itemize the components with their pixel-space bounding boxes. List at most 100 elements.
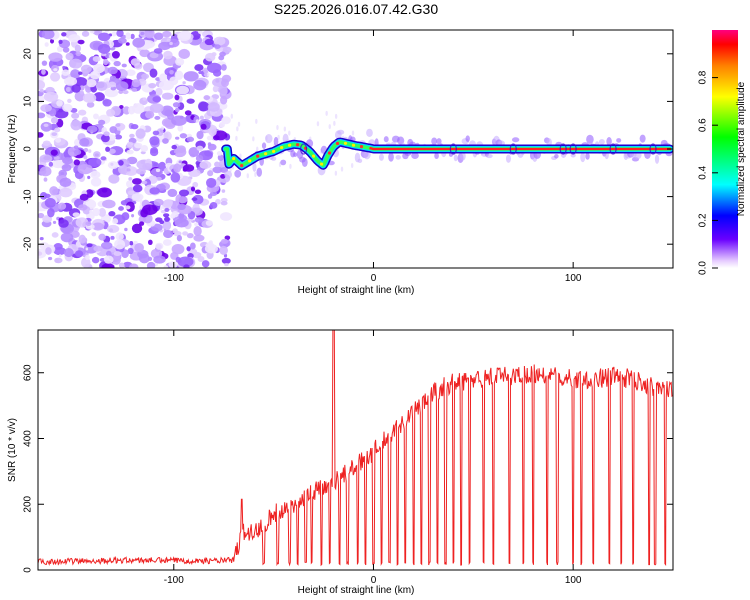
noise-blob: [60, 172, 65, 176]
noise-blob: [41, 69, 46, 75]
noise-blob: [64, 76, 78, 86]
noise-blob: [121, 212, 130, 221]
noise-blob: [102, 99, 112, 107]
noise-blob: [98, 207, 107, 217]
noise-blob: [177, 196, 188, 204]
noise-blob: [61, 32, 67, 37]
noise-blob: [38, 212, 45, 219]
noise-blob: [75, 51, 82, 57]
noise-blob: [194, 222, 199, 227]
noise-blob: [174, 218, 189, 228]
noise-blob: [177, 31, 191, 42]
noise-blob: [116, 30, 124, 38]
ridge-halo: [293, 152, 298, 157]
noise-blob: [168, 261, 178, 268]
colorbar-gradient: [712, 30, 738, 268]
noise-blob: [60, 232, 74, 243]
noise-blob: [178, 160, 183, 164]
noise-blob: [110, 235, 115, 240]
noise-blob: [81, 30, 90, 37]
ridge-halo: [234, 169, 242, 178]
noise-blob: [134, 142, 143, 149]
noise-blob: [131, 213, 135, 218]
noise-blob: [142, 40, 155, 49]
noise-blob: [102, 199, 116, 209]
noise-blob: [163, 216, 170, 222]
noise-blob: [97, 32, 111, 42]
noise-blob: [170, 213, 176, 219]
noise-blob: [203, 72, 208, 77]
noise-blob: [159, 220, 165, 225]
noise-blob: [220, 238, 229, 244]
noise-blob: [62, 157, 73, 165]
noise-blob: [172, 102, 181, 108]
faint-blob: [235, 135, 238, 141]
noise-blob: [153, 162, 158, 167]
noise-blob: [109, 126, 117, 134]
noise-blob: [85, 85, 92, 93]
noise-blob: [71, 112, 80, 119]
ridge-halo: [224, 170, 233, 179]
noise-blob: [79, 193, 89, 201]
ridge-halo: [261, 142, 267, 150]
noise-blob: [75, 250, 84, 258]
ridge-halo: [357, 158, 363, 164]
noise-blob: [220, 64, 227, 71]
noise-blob: [103, 58, 109, 66]
noise-blob: [144, 110, 155, 119]
colorbar-tick-label: 0.0: [698, 261, 709, 275]
noise-blob: [78, 109, 87, 116]
spectrogram-xtick-label: 0: [371, 273, 377, 284]
noise-blob: [135, 168, 146, 175]
faint-blob: [289, 163, 292, 169]
ridge-halo: [379, 153, 384, 161]
noise-blob: [77, 39, 85, 45]
noise-blob: [111, 31, 117, 37]
noise-blob: [147, 239, 153, 246]
noise-blob: [98, 233, 106, 241]
noise-blob: [207, 142, 212, 147]
noise-blob: [104, 88, 119, 98]
ridge-halo: [411, 152, 419, 160]
noise-blob: [93, 245, 103, 252]
noise-blob: [47, 207, 55, 218]
ridge-halo: [586, 134, 594, 144]
noise-blob: [129, 241, 134, 246]
ridge-halo: [434, 152, 439, 160]
noise-blob: [164, 207, 170, 213]
ridge-halo: [397, 136, 405, 145]
ridge-node: [569, 143, 577, 155]
noise-blob: [149, 68, 158, 78]
ridge-halo: [366, 128, 373, 138]
noise-blob: [159, 73, 168, 82]
noise-blob: [134, 62, 143, 70]
noise-blob: [80, 64, 92, 74]
noise-blob: [92, 55, 101, 62]
noise-blob: [78, 71, 83, 76]
noise-blob: [58, 254, 62, 258]
noise-blob: [93, 151, 101, 158]
noise-blob: [155, 87, 163, 96]
noise-blob: [88, 157, 102, 168]
noise-blob: [92, 208, 100, 217]
ridge-hotspot: [311, 154, 316, 158]
snr-series-line: [38, 330, 673, 567]
noise-blob: [219, 121, 225, 128]
noise-blob: [163, 213, 170, 218]
noise-blob: [89, 70, 101, 80]
noise-blob: [133, 240, 138, 245]
noise-blob: [100, 241, 113, 250]
noise-blob: [221, 78, 229, 87]
faint-blob: [252, 136, 255, 142]
noise-blob: [77, 164, 93, 175]
noise-blob: [192, 181, 199, 188]
noise-blob: [74, 44, 81, 53]
snr-panel: -100 0 100 0 200 400 600 Height of straight li…: [7, 329, 674, 596]
noise-blob: [106, 109, 116, 117]
noise-blob: [198, 30, 203, 35]
noise-blob: [48, 256, 53, 261]
faint-blob: [328, 124, 331, 130]
noise-blob: [53, 247, 67, 256]
noise-blob: [91, 222, 105, 231]
ridge-halo: [606, 137, 612, 146]
